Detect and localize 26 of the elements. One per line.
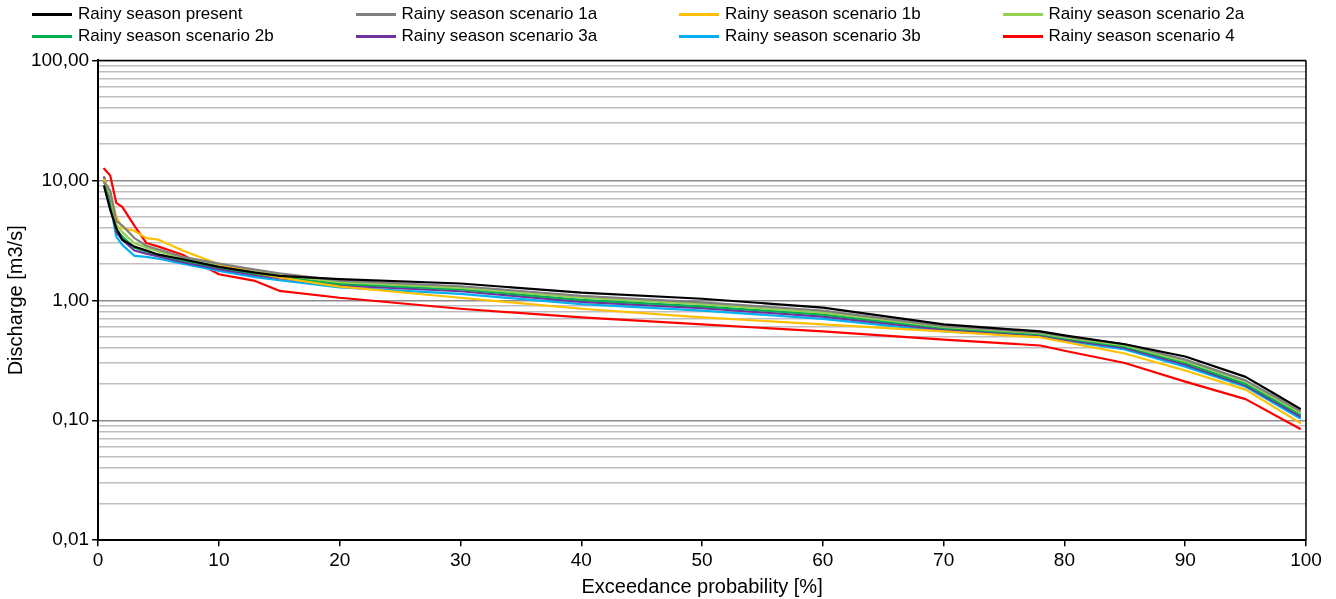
- x-tick-label: 70: [933, 548, 955, 570]
- x-tick-label: 40: [570, 548, 592, 570]
- legend-label: Rainy season scenario 4: [1048, 26, 1235, 46]
- legend-label: Rainy season scenario 3b: [725, 26, 921, 46]
- x-tick-label: 60: [812, 548, 834, 570]
- y-tick-label: 0,01: [52, 528, 90, 550]
- y-axis-title: Discharge [m3/s]: [3, 225, 26, 376]
- x-tick-label: 20: [329, 548, 351, 570]
- legend-label: Rainy season scenario 1a: [401, 4, 598, 24]
- legend-label: Rainy season scenario 2a: [1048, 4, 1245, 24]
- y-tick-label: 1,00: [52, 288, 90, 310]
- x-tick-label: 0: [92, 548, 104, 570]
- x-tick-label: 10: [208, 548, 230, 570]
- x-axis-title: Exceedance probability [%]: [581, 574, 823, 597]
- y-tick-label: 0,10: [52, 408, 90, 430]
- legend-label: Rainy season scenario 3a: [401, 26, 598, 46]
- legend-label: Rainy season scenario 1b: [725, 4, 921, 24]
- x-tick-label: 50: [691, 548, 713, 570]
- x-tick-label: 30: [449, 548, 472, 570]
- x-tick-label: 80: [1053, 548, 1075, 570]
- legend-label: Rainy season present: [78, 4, 243, 24]
- x-tick-label: 90: [1174, 548, 1196, 570]
- legend-label: Rainy season scenario 2b: [78, 26, 274, 46]
- x-tick-label: 100: [1290, 548, 1322, 570]
- y-tick-label: 100,00: [30, 48, 90, 70]
- y-tick-label: 10,00: [41, 168, 90, 190]
